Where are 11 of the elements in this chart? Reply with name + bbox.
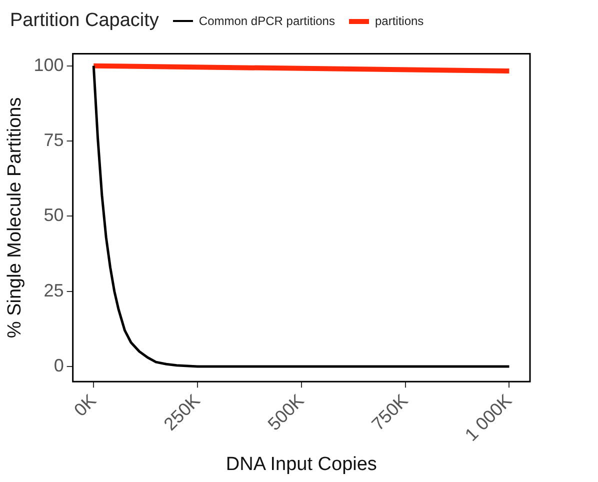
y-axis-title: % Single Molecule Partitions (4, 97, 26, 338)
y-tick-label: 0 (54, 356, 64, 376)
legend-label: Common dPCR partitions (198, 14, 335, 28)
y-tick-label: 100 (34, 54, 64, 75)
x-tick-label: 0K (70, 390, 100, 420)
y-tick-label: 25 (44, 280, 64, 300)
y-tick-label: 75 (44, 130, 64, 150)
x-axis-title: DNA Input Copies (226, 454, 377, 475)
legend-label: partitions (374, 14, 424, 28)
y-tick-label: 50 (44, 205, 64, 226)
legend-title: Partition Capacity (10, 10, 159, 32)
